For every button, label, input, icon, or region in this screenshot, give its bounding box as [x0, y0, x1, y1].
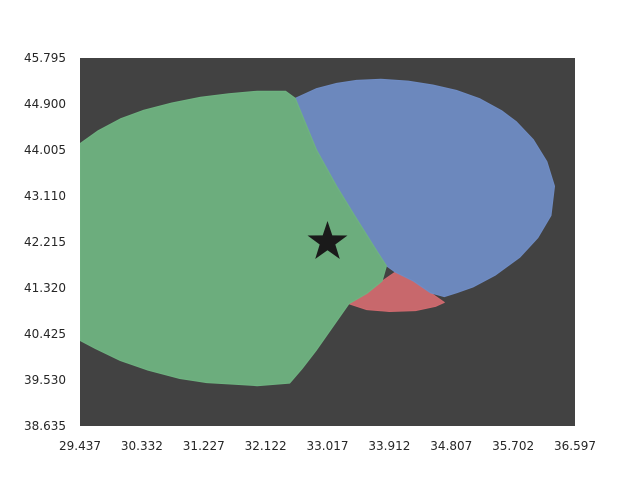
x-tick-label: 32.122 — [245, 439, 287, 453]
y-tick-label: 40.425 — [24, 327, 66, 341]
x-tick-label: 31.227 — [183, 439, 225, 453]
x-tick-label: 30.332 — [121, 439, 163, 453]
y-tick-label: 39.530 — [24, 373, 66, 387]
y-tick-label: 43.110 — [24, 189, 66, 203]
y-tick-label: 45.795 — [24, 51, 66, 65]
y-tick-label: 44.900 — [24, 97, 66, 111]
x-tick-label: 33.017 — [307, 439, 349, 453]
x-tick-label: 35.702 — [492, 439, 534, 453]
x-tick-label: 33.912 — [368, 439, 410, 453]
y-tick-label: 44.005 — [24, 143, 66, 157]
y-tick-label: 41.320 — [24, 281, 66, 295]
x-axis: 29.437 30.332 31.227 32.122 33.017 33.912 34.8… — [59, 439, 596, 453]
y-axis: 38.635 39.530 40.425 41.320 42.215 43.110 44.0… — [24, 51, 66, 433]
region-1 — [294, 78, 555, 298]
x-tick-label: 36.597 — [554, 439, 596, 453]
y-tick-label: 38.635 — [24, 419, 66, 433]
star-marker-0 — [307, 221, 348, 259]
region-2 — [80, 90, 387, 387]
x-tick-label: 29.437 — [59, 439, 101, 453]
y-tick-label: 42.215 — [24, 235, 66, 249]
marker-group — [307, 221, 348, 259]
region-group — [80, 78, 555, 387]
x-tick-label: 34.807 — [430, 439, 472, 453]
